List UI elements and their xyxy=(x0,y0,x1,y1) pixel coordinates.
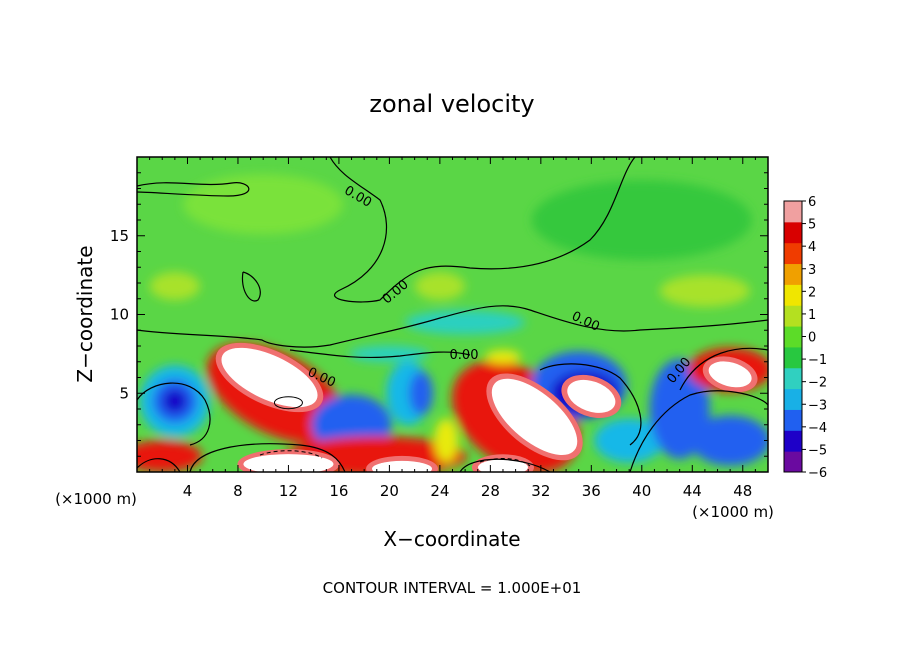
plot-area: 0.000.000.000.000.00 0.00 4 8 12 16 20 24 28 32 3… xyxy=(110,156,769,500)
y-axis-ticks: 5 10 15 xyxy=(110,172,768,457)
field-core xyxy=(221,347,318,408)
negative-contour xyxy=(259,450,323,459)
colorbar-tick-label: −1 xyxy=(808,353,827,368)
x-tick-label: 48 xyxy=(733,482,752,500)
colorbar-tick-label: 3 xyxy=(808,263,816,278)
x-tick-label: 16 xyxy=(329,482,348,500)
field-blob xyxy=(414,272,465,301)
colorbar-tick-label: 2 xyxy=(808,285,816,300)
x-tick-label: 20 xyxy=(380,482,399,500)
colorbar-tick-label: 0 xyxy=(808,331,816,346)
colorbar-swatch xyxy=(784,284,802,306)
y-tick-label: 15 xyxy=(110,227,129,245)
field-blob xyxy=(531,180,752,260)
colorbar-tick-label: −5 xyxy=(808,443,827,458)
chart-title: zonal velocity xyxy=(369,90,534,118)
contour-line xyxy=(189,443,346,472)
x-tick-label: 24 xyxy=(430,482,449,500)
field-blob xyxy=(149,272,200,301)
contour-interval-note: CONTOUR INTERVAL = 1.000E+01 xyxy=(323,579,582,597)
x-tick-label: 32 xyxy=(531,482,550,500)
x-tick-label: 28 xyxy=(481,482,500,500)
contour-line xyxy=(329,157,636,303)
colorbar-tick-label: 1 xyxy=(808,308,816,323)
x-tick-label: 12 xyxy=(279,482,298,500)
field-core xyxy=(372,460,433,472)
colorbar: 6 5 4 3 2 1 0 −1 −2 −3 −4 −5 −6 xyxy=(783,195,827,481)
field-blob xyxy=(408,371,433,416)
colorbar-swatch xyxy=(784,221,802,244)
colorbar-tick-label: 6 xyxy=(808,195,816,210)
inner-contour xyxy=(273,396,303,410)
x-axis-ticks: 4 8 12 16 20 24 28 32 36 40 44 48 xyxy=(149,157,756,500)
field-core xyxy=(567,379,616,413)
x-tick-label: 4 xyxy=(183,482,193,500)
field-cores xyxy=(215,342,758,472)
x-tick-label: 8 xyxy=(233,482,243,500)
contour-line xyxy=(289,349,471,359)
field-blob xyxy=(690,415,768,466)
zero-contours xyxy=(137,157,768,472)
contour-line xyxy=(137,382,211,446)
contour-line xyxy=(459,458,551,472)
colorbar-swatch xyxy=(784,346,802,369)
field-core xyxy=(491,378,578,456)
negative-contour xyxy=(479,458,531,467)
colorbar-swatch xyxy=(784,242,802,265)
field-blob xyxy=(162,389,187,414)
field-blob xyxy=(594,418,665,463)
contour-line xyxy=(137,458,181,472)
field-blob xyxy=(405,310,526,335)
contour-line xyxy=(679,347,768,391)
colorbar-tick-label: −3 xyxy=(808,398,827,413)
colorbar-swatch xyxy=(784,388,802,410)
x-tick-label: 36 xyxy=(582,482,601,500)
field-blob xyxy=(484,350,521,365)
x-unit-left: (×1000 m) xyxy=(55,490,137,508)
contour-line xyxy=(137,305,768,348)
field-core xyxy=(243,454,334,472)
x-tick-label: 40 xyxy=(632,482,651,500)
colorbar-swatch xyxy=(784,305,802,327)
x-axis-label: X−coordinate xyxy=(383,527,520,551)
colorbar-tick-label: −4 xyxy=(808,421,827,436)
colorbar-tick-label: −6 xyxy=(808,466,827,481)
colorbar-swatch xyxy=(784,367,802,390)
colorbar-swatch xyxy=(784,263,802,285)
contour-line xyxy=(629,390,768,472)
y-tick-label: 5 xyxy=(119,384,129,402)
x-unit-right: (×1000 m) xyxy=(692,503,774,521)
colorbar-swatch xyxy=(784,201,802,223)
velocity-field xyxy=(137,174,768,472)
contour-line xyxy=(137,182,250,197)
contour-label: 0.00 xyxy=(450,348,479,363)
y-tick-label: 10 xyxy=(110,306,129,324)
colorbar-swatch xyxy=(784,326,802,348)
field-core xyxy=(708,361,752,388)
field-blob xyxy=(659,274,750,307)
colorbar-tick-label: −2 xyxy=(808,376,827,391)
colorbar-tick-label: 5 xyxy=(808,218,816,233)
colorbar-swatch xyxy=(784,451,802,473)
field-blob xyxy=(183,174,344,235)
colorbar-swatch xyxy=(784,430,802,452)
field-blob xyxy=(434,418,459,463)
colorbar-swatch xyxy=(784,409,802,431)
contour-line xyxy=(241,271,261,302)
colorbar-tick-label: 4 xyxy=(808,240,816,255)
x-tick-label: 44 xyxy=(683,482,702,500)
y-axis-label: Z−coordinate xyxy=(73,245,97,382)
field-blob xyxy=(137,440,203,472)
contour-line xyxy=(539,363,642,446)
